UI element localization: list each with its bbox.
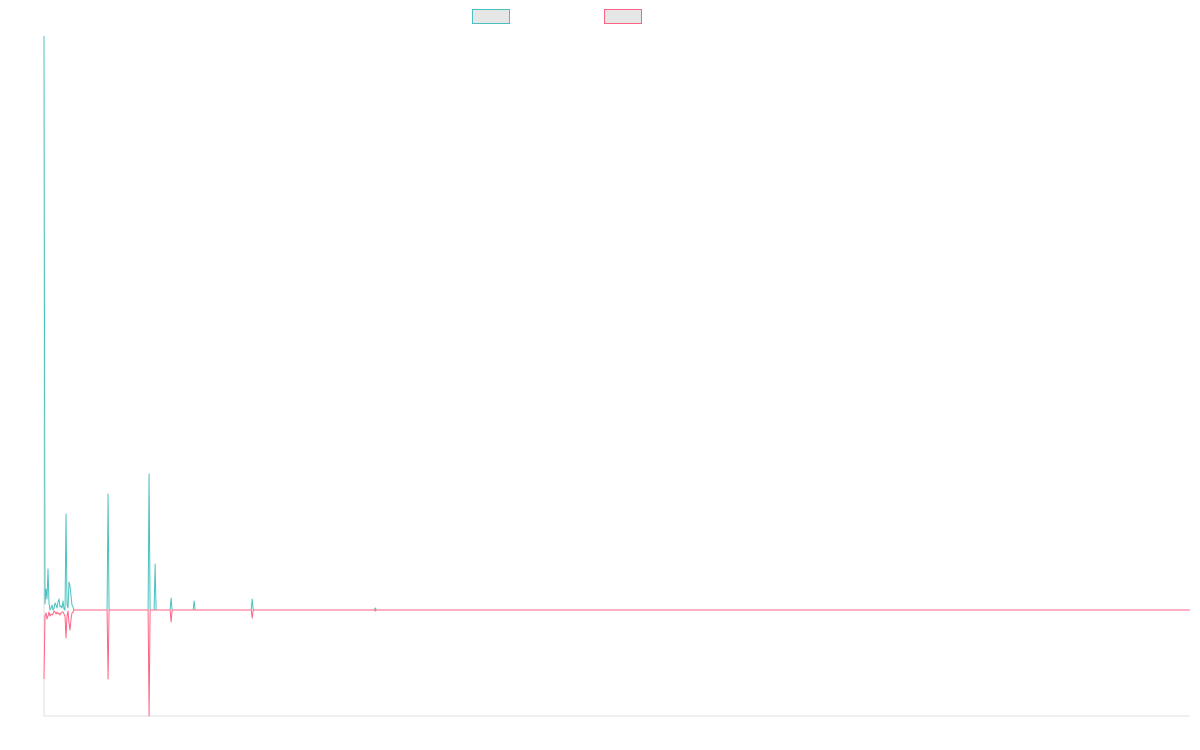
legend-swatch-series-1 [472, 9, 510, 24]
chart-legend [0, 9, 1200, 27]
legend-swatch-series-2 [604, 9, 642, 24]
series-line-2 [43, 609, 1190, 717]
legend-item-series-1[interactable] [472, 9, 516, 24]
series-line-1 [43, 35, 1190, 611]
legend-item-series-2[interactable] [604, 9, 648, 24]
